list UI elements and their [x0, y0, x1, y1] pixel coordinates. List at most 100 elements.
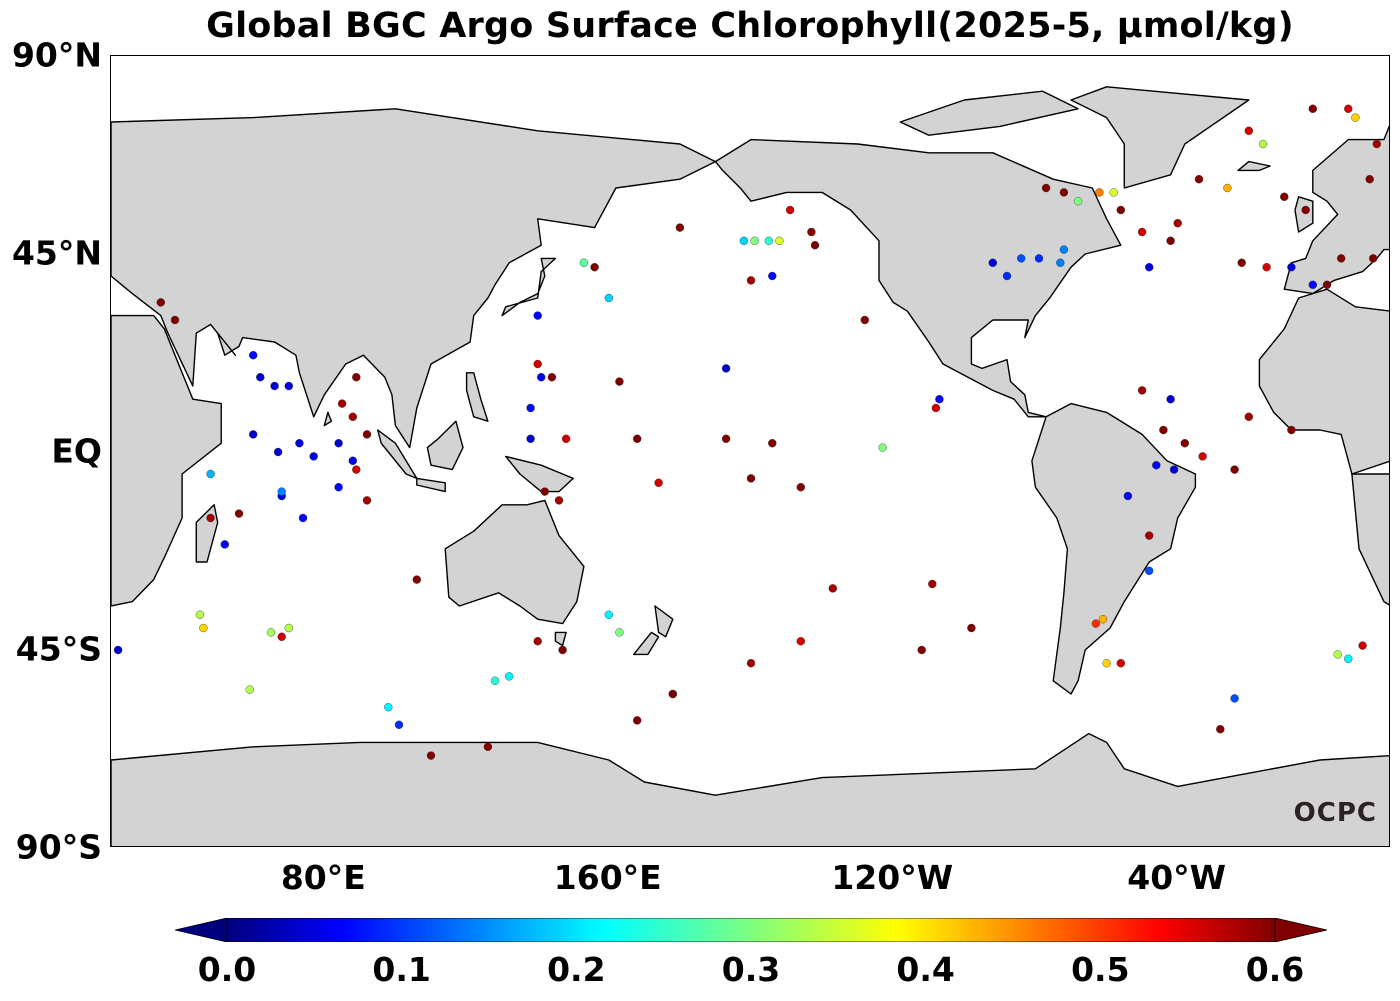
argo-float-point [1287, 262, 1296, 272]
argo-float-point [1223, 183, 1232, 193]
land-uk [1294, 196, 1314, 233]
argo-float-point [935, 395, 944, 404]
argo-float-point [533, 637, 542, 646]
argo-float-point [768, 439, 777, 448]
argo-float-point [1173, 218, 1182, 228]
argo-float-point [1216, 725, 1225, 734]
argo-float-point [352, 373, 361, 382]
lat-label: 90°S [15, 827, 102, 867]
colorbar-tick-label: 0.6 [1245, 950, 1305, 989]
argo-float-point [1368, 254, 1378, 263]
lat-label: 45°N [11, 233, 102, 273]
argo-float-point [1116, 205, 1125, 215]
lat-label: EQ [51, 431, 102, 471]
argo-float-point [1109, 188, 1118, 197]
argo-float-point [654, 478, 663, 487]
argo-float-point [558, 645, 567, 655]
argo-float-point [1098, 615, 1108, 624]
argo-float-point [170, 315, 180, 325]
colorbar-tick-label: 0.1 [372, 950, 431, 989]
argo-float-point [245, 685, 254, 694]
argo-float-point [931, 403, 941, 413]
argo-float-point [615, 377, 624, 386]
colorbar-extend-max [1274, 918, 1327, 942]
argo-float-point [917, 645, 926, 655]
argo-float-point [273, 447, 283, 457]
argo-float-point [1102, 659, 1111, 668]
land-sumatra [377, 429, 418, 480]
argo-float-point [746, 659, 756, 668]
lon-label: 160°E [553, 858, 662, 897]
argo-float-point [1169, 465, 1179, 474]
argo-float-point [604, 610, 613, 619]
argo-float-point [668, 689, 677, 699]
argo-float-point [298, 513, 308, 523]
land-newguinea [505, 455, 574, 493]
argo-float-point [615, 628, 624, 637]
argo-float-point [828, 584, 837, 593]
land-antarctica [111, 732, 1389, 846]
argo-float-point [284, 623, 294, 633]
argo-float-point [1144, 566, 1154, 575]
argo-float-point [337, 399, 347, 408]
colorbar-extend-min [175, 918, 228, 942]
argo-float-point [1166, 236, 1175, 246]
land-eurasia [111, 108, 717, 449]
argo-float-point [334, 439, 343, 448]
argo-float-point [540, 487, 549, 496]
argo-float-point [775, 236, 784, 246]
argo-float-point [1095, 188, 1104, 197]
argo-float-point [533, 311, 542, 320]
argo-float-point [810, 240, 820, 250]
argo-float-point [746, 474, 756, 483]
colorbar [175, 918, 1327, 942]
argo-float-point [1308, 280, 1318, 290]
world-map [111, 86, 1389, 846]
land-nafrica [1258, 288, 1389, 475]
argo-float-point [1041, 183, 1051, 193]
argo-float-point [967, 623, 976, 633]
argo-float-point [1308, 104, 1318, 113]
argo-float-point [675, 223, 685, 232]
argo-float-point [1137, 386, 1147, 395]
argo-float-point [156, 298, 165, 307]
map-title: Global BGC Argo Surface Chlorophyll(2025… [206, 6, 1294, 46]
argo-float-point [1258, 139, 1268, 149]
argo-float-point [526, 403, 535, 413]
argo-float-point [1358, 641, 1367, 650]
argo-float-point [721, 434, 731, 443]
land-layer [111, 86, 1389, 846]
argo-float-point [334, 483, 343, 492]
argo-float-point [1034, 254, 1044, 263]
land-japan [501, 257, 557, 317]
argo-float-point [1244, 412, 1254, 421]
argo-float-point [1002, 271, 1012, 281]
argo-float-point [1059, 188, 1069, 197]
argo-float-point [721, 364, 731, 373]
colorbar-tick-label: 0.3 [721, 950, 781, 989]
land-europe [1283, 125, 1389, 295]
argo-float-point [1322, 280, 1332, 290]
argo-float-point [277, 487, 286, 496]
land-philippines [465, 372, 489, 422]
float-points-layer [113, 104, 1382, 760]
argo-float-point [526, 434, 535, 443]
land-australia [444, 499, 585, 625]
argo-float-point [796, 483, 805, 492]
argo-float-point [490, 676, 500, 685]
argo-float-point [554, 496, 564, 505]
argo-float-point [860, 315, 869, 325]
argo-float-point [1144, 262, 1154, 272]
lon-label: 80°E [280, 858, 366, 897]
land-india-sri [323, 411, 333, 427]
argo-float-point [988, 258, 997, 268]
argo-float-point [426, 751, 436, 760]
argo-float-point [1116, 659, 1125, 668]
argo-float-point [1059, 245, 1069, 254]
land-java [416, 477, 446, 493]
land-nz-s [633, 631, 660, 656]
argo-float-point [256, 373, 265, 382]
argo-float-point [206, 513, 215, 523]
lon-label: 40°W [1127, 858, 1227, 897]
argo-float-point [1237, 258, 1246, 268]
